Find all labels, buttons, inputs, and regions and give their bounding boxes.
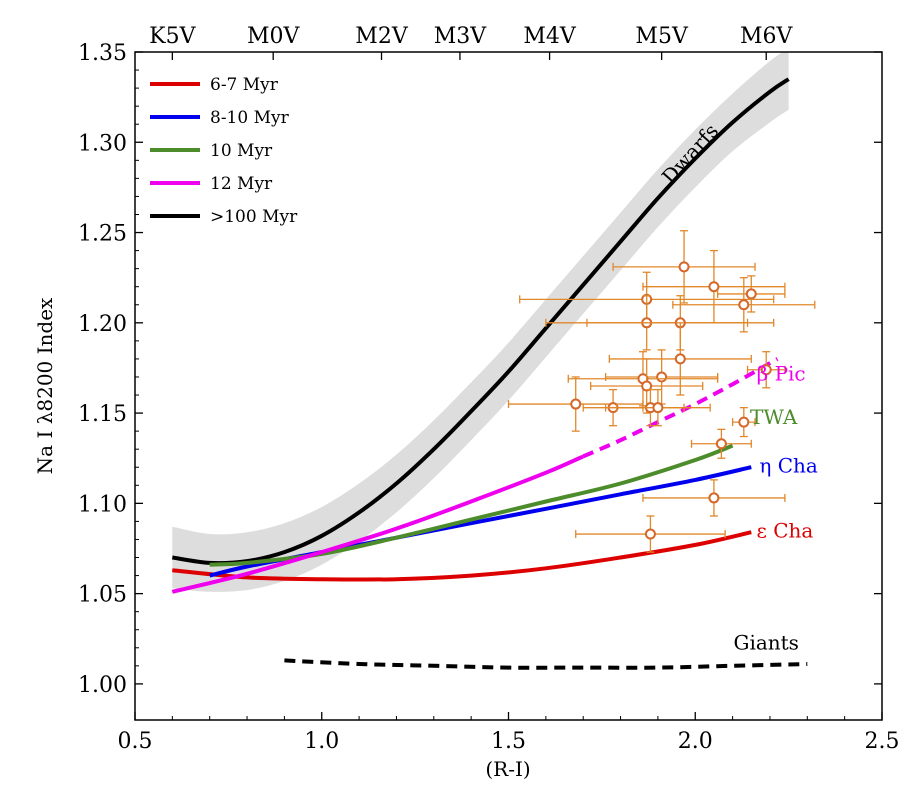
dwarf-band-layer bbox=[172, 52, 789, 592]
data-point-8 bbox=[608, 322, 752, 396]
series-line-dwarfs-100-myr bbox=[172, 77, 790, 566]
data-point-17 bbox=[731, 407, 756, 438]
y-tick-label: 1.20 bbox=[78, 312, 127, 337]
ticks-layer: 0.5 1.0 1.5 2.0 2.5 1.00 1.05 1.10 1.15 1.20 1.25 1… bbox=[78, 41, 899, 754]
annotation-twa: TWA bbox=[750, 405, 798, 429]
data-point-2 bbox=[642, 249, 786, 324]
data-point-marker bbox=[708, 492, 720, 504]
annotation-cha: ε Cha bbox=[756, 519, 813, 543]
data-point-20 bbox=[575, 515, 726, 553]
legend: 6-7 Myr 8-10 Myr 10 Myr 12 Myr >100 Myr bbox=[150, 75, 298, 227]
data-point-marker bbox=[715, 438, 727, 450]
data-point-9 bbox=[746, 351, 786, 389]
data-point-marker bbox=[641, 380, 653, 392]
data-point-marker bbox=[760, 364, 772, 376]
spectral-type-label: M0V bbox=[247, 24, 301, 49]
x-tick-label: 1.0 bbox=[304, 729, 339, 754]
series-line-12-myr-pic-extrapolated bbox=[582, 357, 779, 459]
series-line-10-myr-twa bbox=[209, 443, 734, 567]
data-point-13 bbox=[507, 376, 644, 432]
data-points-layer bbox=[507, 230, 816, 553]
spectral-type-label: M3V bbox=[434, 24, 488, 49]
y-tick-label: 1.00 bbox=[78, 673, 127, 698]
data-point-marker bbox=[738, 299, 750, 311]
legend-label: 12 Myr bbox=[210, 174, 273, 194]
x-tick-label: 2.5 bbox=[865, 729, 900, 754]
top-axis-layer: K5V M0V M2V M3V M4V M5V M6V bbox=[149, 24, 794, 60]
series-line-6-7-myr-cha bbox=[172, 530, 752, 582]
x-tick-label: 2.0 bbox=[678, 729, 713, 754]
legend-label: >100 Myr bbox=[210, 207, 298, 227]
y-axis-title: Na I λ8200 Index bbox=[33, 297, 57, 474]
y-tick-label: 1.15 bbox=[78, 402, 127, 427]
spectral-type-label: M5V bbox=[635, 24, 689, 49]
y-tick-label: 1.35 bbox=[78, 41, 127, 66]
annotation-cha: η Cha bbox=[759, 454, 818, 478]
annotation-giants: Giants bbox=[733, 631, 798, 655]
data-point-19 bbox=[642, 479, 786, 517]
spectral-type-label: M6V bbox=[740, 24, 794, 49]
legend-label: 6-7 Myr bbox=[210, 75, 279, 95]
y-tick-label: 1.05 bbox=[78, 583, 127, 608]
data-point-18 bbox=[690, 428, 752, 459]
data-point-marker bbox=[678, 261, 690, 273]
data-point-marker bbox=[708, 281, 720, 293]
data-point-3 bbox=[717, 275, 786, 313]
series-line-giants bbox=[284, 658, 808, 670]
legend-label: 10 Myr bbox=[210, 141, 273, 161]
data-point-marker bbox=[674, 353, 686, 365]
data-point-1 bbox=[612, 230, 756, 304]
x-axis-title: (R-I) bbox=[485, 757, 530, 781]
data-point-11 bbox=[567, 351, 719, 407]
data-point-marker bbox=[738, 416, 750, 428]
y-tick-label: 1.30 bbox=[78, 131, 127, 156]
spectral-type-label: M4V bbox=[523, 24, 577, 49]
spectral-type-label: K5V bbox=[149, 24, 196, 49]
data-point-marker bbox=[644, 528, 656, 540]
data-point-marker bbox=[570, 398, 582, 410]
data-point-marker bbox=[652, 402, 664, 414]
x-tick-label: 1.5 bbox=[491, 729, 526, 754]
dwarf-uncertainty-band bbox=[172, 52, 789, 592]
data-point-5 bbox=[672, 277, 816, 333]
data-point-marker bbox=[745, 288, 757, 300]
series-line-12-myr-pic bbox=[171, 454, 584, 594]
legend-label: 8-10 Myr bbox=[210, 108, 290, 128]
x-tick-label: 0.5 bbox=[118, 729, 153, 754]
data-point-marker bbox=[656, 371, 668, 383]
data-point-10 bbox=[604, 349, 719, 405]
series-layer bbox=[171, 77, 808, 670]
y-tick-label: 1.25 bbox=[78, 222, 127, 247]
y-tick-label: 1.10 bbox=[78, 492, 127, 517]
spectral-type-label: M2V bbox=[355, 24, 409, 49]
data-point-16 bbox=[604, 388, 711, 427]
annotation-pic: β Pic bbox=[757, 362, 806, 386]
